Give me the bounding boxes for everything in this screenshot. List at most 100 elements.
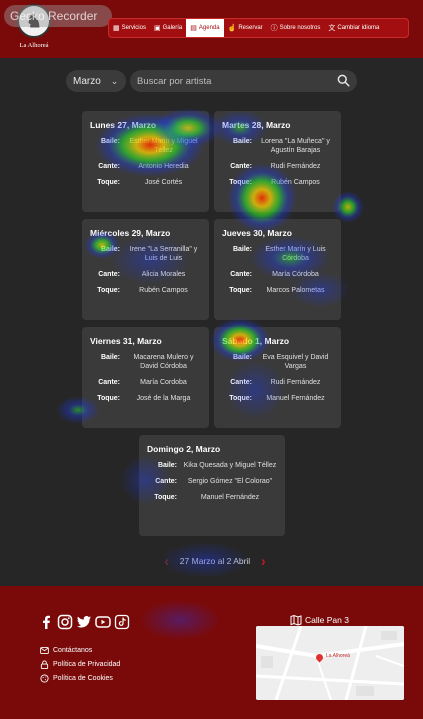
- location-map[interactable]: La Alhoreá: [256, 626, 404, 700]
- dance-value: Irene "La Serranilla" y Luis de Luis: [129, 246, 198, 262]
- privacy-policy-label: Política de Privacidad: [53, 661, 121, 668]
- dance-label: Baile:: [232, 354, 252, 361]
- calendar-icon: ▤: [190, 25, 197, 32]
- cookie-icon: [40, 674, 49, 683]
- artist-search: [130, 70, 357, 92]
- main-nav: ▦ Servicios ▣ Galería ▤ Agenda ☝ Reserva…: [108, 18, 409, 38]
- day-card-domingo: Domingo 2, Marzo Baile: Kika Quesada y Mi…: [139, 435, 285, 536]
- singer-label: Cante:: [230, 163, 252, 170]
- youtube-icon[interactable]: [95, 614, 111, 630]
- instagram-icon[interactable]: [57, 614, 73, 630]
- nav-item-galeria[interactable]: ▣ Galería: [150, 19, 186, 37]
- nav-item-label: Agenda: [198, 25, 220, 31]
- guitar-label: Toque:: [154, 494, 177, 501]
- tiktok-icon[interactable]: [114, 614, 130, 630]
- search-icon[interactable]: [337, 74, 350, 87]
- search-input[interactable]: [137, 74, 332, 88]
- day-title: Jueves 30, Marzo: [222, 228, 292, 238]
- site-header: ♞ La Alhoreá Gecko Recorder ▦ Servicios …: [0, 0, 423, 58]
- dance-value: Lorena "La Muñeca" y Agustín Barajas: [261, 138, 330, 154]
- nav-item-cambiar-idioma[interactable]: 文 Cambiar idioma: [324, 19, 383, 37]
- guitar-value: Manuel Fernández: [200, 494, 260, 501]
- week-range: 27 Marzo al 2 Abril: [179, 556, 251, 566]
- address: Calle Pan 3: [290, 614, 349, 626]
- guitar-value: José de la Marga: [136, 395, 191, 402]
- dance-value: Eva Esquivel y David Vargas: [262, 354, 329, 370]
- day-title: Sábado 1, Marzo: [222, 336, 290, 346]
- next-week-button[interactable]: ›: [260, 552, 266, 570]
- month-select-value: Marzo: [73, 75, 101, 87]
- address-text: Calle Pan 3: [305, 615, 349, 625]
- facebook-icon[interactable]: [38, 614, 54, 630]
- guitar-label: Toque:: [229, 179, 252, 186]
- mail-icon: [40, 647, 49, 654]
- singer-label: Cante:: [230, 379, 252, 386]
- singer-value: Sergio Gómez "El Colorao": [187, 478, 273, 485]
- recorder-watermark: Gecko Recorder: [4, 5, 112, 27]
- nav-item-sobre-nosotros[interactable]: ⓘ Sobre nosotros: [267, 19, 325, 37]
- guitar-value: Rubén Campos: [139, 287, 188, 294]
- map-icon: [290, 614, 302, 626]
- map-streets: [256, 626, 404, 700]
- nav-item-reservar[interactable]: ☝ Reservar: [224, 19, 267, 37]
- singer-label: Cante:: [98, 379, 120, 386]
- logo-text: La Alhoreá: [19, 42, 49, 49]
- guitar-value: Manuel Fernández: [266, 395, 325, 402]
- day-card-miercoles: Miércoles 29, Marzo Baile: Irene "La Serr…: [82, 219, 209, 320]
- singer-label: Cante:: [230, 271, 252, 278]
- day-title: Miércoles 29, Marzo: [90, 228, 171, 238]
- contact-link-label: Contáctanos: [53, 647, 93, 654]
- guitar-label: Toque:: [97, 395, 120, 402]
- cookie-policy-label: Política de Cookies: [53, 675, 113, 682]
- dance-label: Baile:: [100, 354, 120, 361]
- guitar-value: Marcos Palometas: [266, 287, 325, 294]
- logo-emblem-icon: ♞: [17, 4, 51, 38]
- dance-value: Esther Marín y Miguel Téllez: [129, 138, 198, 154]
- dance-value: Esther Marín y Luis Córdoba: [265, 246, 326, 262]
- nav-item-label: Cambiar idioma: [337, 25, 380, 31]
- month-select[interactable]: Marzo ⌄: [66, 70, 126, 92]
- guitar-value: Rubén Campos: [271, 179, 320, 186]
- dance-label: Baile:: [100, 138, 120, 145]
- nav-item-agenda[interactable]: ▤ Agenda: [186, 19, 224, 37]
- guitar-label: Toque:: [229, 395, 252, 402]
- dance-label: Baile:: [232, 138, 252, 145]
- nav-item-label: Galería: [162, 25, 183, 31]
- logo[interactable]: ♞ La Alhoreá: [14, 4, 54, 56]
- footer-links: Contáctanos Política de Privacidad Polít…: [40, 646, 120, 688]
- day-title: Martes 28, Marzo: [222, 120, 291, 130]
- nav-item-label: Reservar: [238, 25, 263, 31]
- singer-label: Cante:: [98, 163, 120, 170]
- singer-label: Cante:: [155, 478, 177, 485]
- day-title: Viernes 31, Marzo: [90, 336, 162, 346]
- contact-link[interactable]: Contáctanos: [40, 646, 120, 655]
- twitter-icon[interactable]: [76, 614, 92, 630]
- map-pin-label: La Alhoreá: [326, 653, 350, 659]
- day-title: Lunes 27, Marzo: [90, 120, 157, 130]
- dance-label: Baile:: [100, 246, 120, 253]
- day-card-sabado: Sábado 1, Marzo Baile: Eva Esquivel y Dav…: [214, 327, 341, 428]
- day-title: Domingo 2, Marzo: [147, 444, 221, 454]
- guitar-label: Toque:: [97, 179, 120, 186]
- singer-value: Rudi Fernández: [270, 379, 321, 386]
- gallery-icon: ▣: [153, 25, 161, 32]
- dance-value: Kika Quesada y Miguel Téllez: [183, 462, 277, 469]
- dance-label: Baile:: [157, 462, 177, 469]
- day-card-martes: Martes 28, Marzo Baile: Lorena "La Muñeca…: [214, 111, 341, 212]
- privacy-policy-link[interactable]: Política de Privacidad: [40, 660, 120, 669]
- dance-value: Macarena Mulero y David Córdoba: [133, 354, 194, 370]
- singer-value: Antonio Heredia: [138, 163, 189, 170]
- singer-value: Alicia Morales: [141, 271, 186, 278]
- nav-item-label: Sobre nosotros: [279, 25, 321, 31]
- cookie-policy-link[interactable]: Política de Cookies: [40, 674, 120, 683]
- dance-label: Baile:: [232, 246, 252, 253]
- site-footer: Contáctanos Política de Privacidad Polít…: [0, 586, 423, 719]
- nav-item-servicios[interactable]: ▦ Servicios: [109, 19, 150, 37]
- social-links: [38, 614, 133, 630]
- guitar-label: Toque:: [229, 287, 252, 294]
- grid-icon: ▦: [113, 25, 120, 32]
- previous-week-button[interactable]: ‹: [164, 552, 170, 570]
- day-card-viernes: Viernes 31, Marzo Baile: Macarena Mulero …: [82, 327, 209, 428]
- singer-label: Cante:: [98, 271, 120, 278]
- translate-icon: 文: [328, 25, 336, 32]
